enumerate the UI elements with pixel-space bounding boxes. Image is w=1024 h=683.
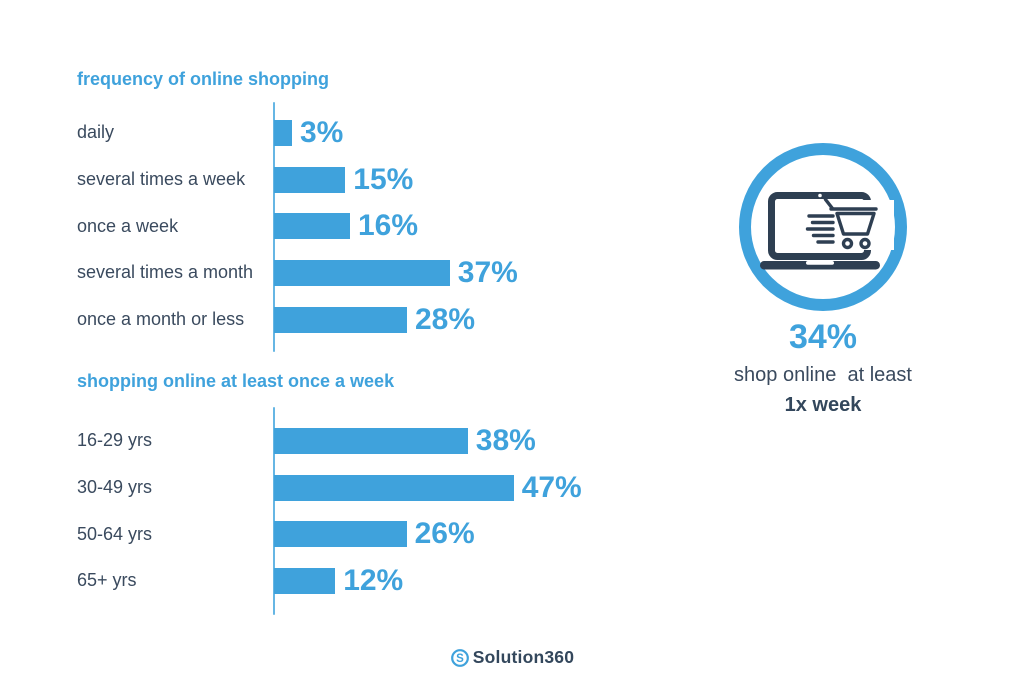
chart-row: 16-29 yrs 38% — [77, 418, 717, 465]
svg-text:S: S — [456, 653, 464, 665]
category-label: several times a month — [77, 262, 254, 283]
category-label: once a week — [77, 215, 179, 236]
chart-row: daily 3% — [77, 110, 717, 157]
value-label: 26% — [414, 517, 475, 551]
chart-row: 30-49 yrs 47% — [77, 465, 717, 512]
value-label: 37% — [457, 256, 518, 290]
chart-title-frequency: frequency of online shopping — [77, 69, 329, 89]
bar-area: 15% — [274, 162, 414, 196]
bar-area: 16% — [274, 211, 418, 241]
laptop-shopping-cart-icon — [760, 192, 894, 270]
bar — [274, 428, 468, 455]
value-label: 15% — [353, 162, 414, 196]
chart-row: several times a month 37% — [77, 250, 717, 297]
value-label: 38% — [475, 424, 536, 458]
category-label: 16-29 yrs — [77, 430, 153, 451]
value-label: 12% — [343, 564, 404, 598]
chart-row: 65+ yrs 12% — [77, 558, 717, 605]
bar — [274, 213, 350, 240]
chart-row: once a month or less 28% — [77, 296, 717, 343]
highlight-caption-line-1: shop online at least — [734, 364, 912, 386]
bar-area: 37% — [274, 258, 518, 288]
category-label: several times a week — [77, 168, 246, 189]
chart-title-age-groups: shopping online at least once a week — [77, 371, 395, 391]
bar-area: 26% — [274, 519, 475, 549]
bar-area: 38% — [274, 426, 536, 456]
highlight-caption-line-2: 1x week — [784, 394, 862, 416]
chart-row: once a week 16% — [77, 203, 717, 250]
category-label: once a month or less — [77, 308, 245, 329]
bar-area: 28% — [274, 302, 476, 336]
value-label: 3% — [300, 116, 344, 150]
bar — [274, 120, 292, 147]
bar-area: 12% — [274, 566, 403, 596]
value-label: 47% — [521, 470, 582, 504]
category-label: daily — [77, 122, 115, 143]
bar-chart-frequency: daily 3% several times a week 15% once a wee… — [77, 110, 717, 343]
bar-chart-age-groups: 16-29 yrs 38% 30-49 yrs 47% 50-64 yrs 26% 65+ … — [77, 418, 717, 604]
category-label: 50-64 yrs — [77, 523, 153, 544]
highlight-percentage: 34% — [788, 318, 858, 356]
chart-row: 50-64 yrs 26% — [77, 511, 717, 558]
solution360-s-icon: S — [450, 648, 469, 667]
bar — [274, 474, 514, 501]
value-label: 28% — [415, 302, 476, 336]
bar — [274, 166, 346, 193]
axis-line — [272, 102, 275, 352]
axis-line — [272, 407, 275, 615]
brand-logo: S Solution360 — [0, 647, 1024, 668]
bar — [274, 306, 407, 333]
value-label: 16% — [358, 209, 419, 243]
bar — [274, 568, 336, 595]
brand-name: Solution360 — [472, 647, 575, 667]
category-label: 65+ yrs — [77, 570, 137, 591]
bar — [274, 521, 407, 548]
category-label: 30-49 yrs — [77, 476, 153, 497]
bar-area: 3% — [274, 118, 343, 148]
chart-row: several times a week 15% — [77, 157, 717, 204]
bar — [274, 260, 450, 287]
bar-area: 47% — [274, 470, 582, 504]
